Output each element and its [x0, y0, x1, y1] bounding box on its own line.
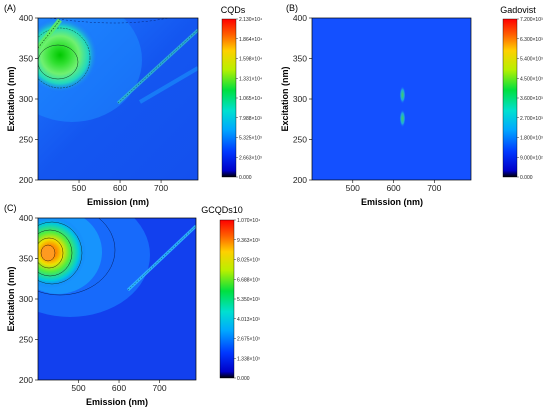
colorbar-tick-label: 1.338×10³ [237, 356, 260, 362]
panel-b-peak [399, 85, 406, 104]
panel-a-colorbar-scale [221, 18, 237, 178]
y-tick-label: 300 [19, 94, 33, 104]
colorbar-tick-label: 1.070×10⁴ [237, 218, 260, 224]
y-tick-label: 350 [19, 54, 33, 64]
panel-c: (C) 500 600 700 200 250 300 350 400 Emission (n… [4, 203, 260, 407]
y-tick-label: 300 [293, 94, 307, 104]
colorbar-tick-label: 0.000 [237, 376, 250, 382]
panel-a-contour [38, 44, 79, 80]
panel-c-peak [38, 218, 86, 288]
colorbar-tick-label: 7.200×10³ [520, 17, 543, 23]
y-tick-label: 400 [19, 213, 33, 223]
panel-c-contour [38, 237, 64, 269]
panel-c-contour [38, 229, 73, 277]
y-tick-label: 200 [19, 175, 33, 185]
y-tick-label: 400 [19, 13, 33, 23]
colorbar-tick-label: 7.988×10³ [239, 116, 262, 122]
colorbar-tick-label: 1.065×10⁴ [239, 96, 262, 102]
colorbar-tick-label: 2.130×10⁴ [239, 17, 262, 23]
colorbar-tick-label: 1.331×10⁴ [239, 76, 262, 82]
panel-a-axes: 500 600 700 200 250 300 350 400 [19, 13, 169, 193]
panel-a-scatter-line [138, 66, 198, 104]
panel-b-background [312, 18, 471, 180]
panel-b-axes: 500 600 700 200 250 300 350 400 [293, 13, 442, 193]
panel-a-contour [49, 18, 169, 24]
colorbar-tick-label: 2.663×10³ [239, 155, 262, 161]
y-tick-label: 350 [19, 254, 33, 264]
panel-a: (A) 500 600 700 200 250 300 350 400 Emission (n… [4, 3, 262, 207]
panel-b-title: Gadovist [500, 5, 536, 15]
colorbar-tick-label: 1.864×10⁴ [239, 37, 262, 43]
colorbar-tick-label: 5.325×10³ [239, 136, 262, 142]
panel-a-ylabel: Excitation (nm) [6, 66, 16, 131]
panel-b-colorbar: Gadovist 7.200×10³ 6.300×10³ 5.400×10³ 4.50… [500, 5, 543, 181]
colorbar-tick-label: 0.000 [520, 175, 533, 181]
x-tick-label: 500 [72, 183, 86, 193]
colorbar-tick-label: 9.363×10³ [237, 238, 260, 244]
panel-a-peak [38, 18, 98, 93]
colorbar-tick-label: 4.500×10³ [520, 76, 543, 82]
x-tick-label: 600 [112, 383, 126, 393]
panel-c-scatter-line [127, 225, 196, 291]
panel-c-plot [38, 218, 196, 380]
panel-b-peak [399, 109, 406, 128]
panel-c-xlabel: Emission (nm) [86, 397, 148, 407]
colorbar-tick-label: 8.025×10³ [237, 258, 260, 264]
colorbar-tick-label: 2.675×10³ [237, 337, 260, 343]
y-tick-label: 200 [19, 375, 33, 385]
panel-c-axes: 500 600 700 200 250 300 350 400 [19, 213, 167, 393]
x-tick-label: 500 [346, 183, 360, 193]
colorbar-tick-label: 5.350×10³ [237, 297, 260, 303]
panel-b-ylabel: Excitation (nm) [280, 66, 290, 131]
panel-c-colorbar: GCQDs10 1.070×10⁴ 9.363×10³ 8.025×10³ 6.688… [201, 205, 260, 382]
y-tick-label: 250 [293, 135, 307, 145]
panel-a-label: (A) [4, 3, 16, 13]
panel-b: (B) 500 600 700 200 250 300 350 400 Emission (n… [280, 3, 543, 207]
colorbar-tick-label: 5.400×10³ [520, 57, 543, 63]
panel-b-plot [312, 18, 471, 180]
panel-a-scatter-line [117, 29, 198, 104]
colorbar-tick-label: 0.000 [239, 175, 252, 181]
x-tick-label: 700 [427, 183, 441, 193]
colorbar-tick-label: 1.800×10³ [520, 136, 543, 142]
colorbar-tick-label: 9.000×10² [520, 155, 543, 161]
panel-c-contour [38, 221, 83, 285]
x-tick-label: 700 [152, 383, 166, 393]
panel-a-title: CQDs [221, 5, 246, 15]
panel-a-plot [38, 18, 198, 180]
colorbar-tick-label: 6.300×10³ [520, 37, 543, 43]
x-tick-label: 500 [71, 383, 85, 393]
panel-a-contour [38, 27, 91, 89]
colorbar-tick-label: 4.013×10³ [237, 317, 260, 323]
colorbar-tick-label: 3.600×10³ [520, 96, 543, 102]
panel-c-label: (C) [4, 203, 17, 213]
y-tick-label: 300 [19, 294, 33, 304]
y-tick-label: 250 [19, 135, 33, 145]
x-tick-label: 700 [154, 183, 168, 193]
panel-b-colorbar-scale [502, 18, 518, 178]
panel-c-title: GCQDs10 [201, 205, 243, 215]
panel-a-xlabel: Emission (nm) [87, 197, 149, 207]
colorbar-tick-label: 1.598×10⁴ [239, 57, 262, 63]
panel-a-colorbar: CQDs 2.130×10⁴ 1.864×10⁴ 1.598×10⁴ 1.331×10… [221, 5, 262, 181]
colorbar-tick-label: 6.688×10³ [237, 277, 260, 283]
x-tick-label: 600 [386, 183, 400, 193]
y-tick-label: 350 [293, 54, 307, 64]
y-tick-label: 400 [293, 13, 307, 23]
panel-b-label: (B) [286, 3, 298, 13]
panel-c-ylabel: Excitation (nm) [6, 266, 16, 331]
panel-b-xlabel: Emission (nm) [361, 197, 423, 207]
colorbar-tick-label: 2.700×10³ [520, 116, 543, 122]
panel-c-colorbar-scale [219, 219, 235, 379]
y-tick-label: 200 [293, 175, 307, 185]
panel-c-contour [38, 218, 116, 296]
panel-c-peak-core [40, 244, 56, 262]
x-tick-label: 600 [113, 183, 127, 193]
y-tick-label: 250 [19, 335, 33, 345]
